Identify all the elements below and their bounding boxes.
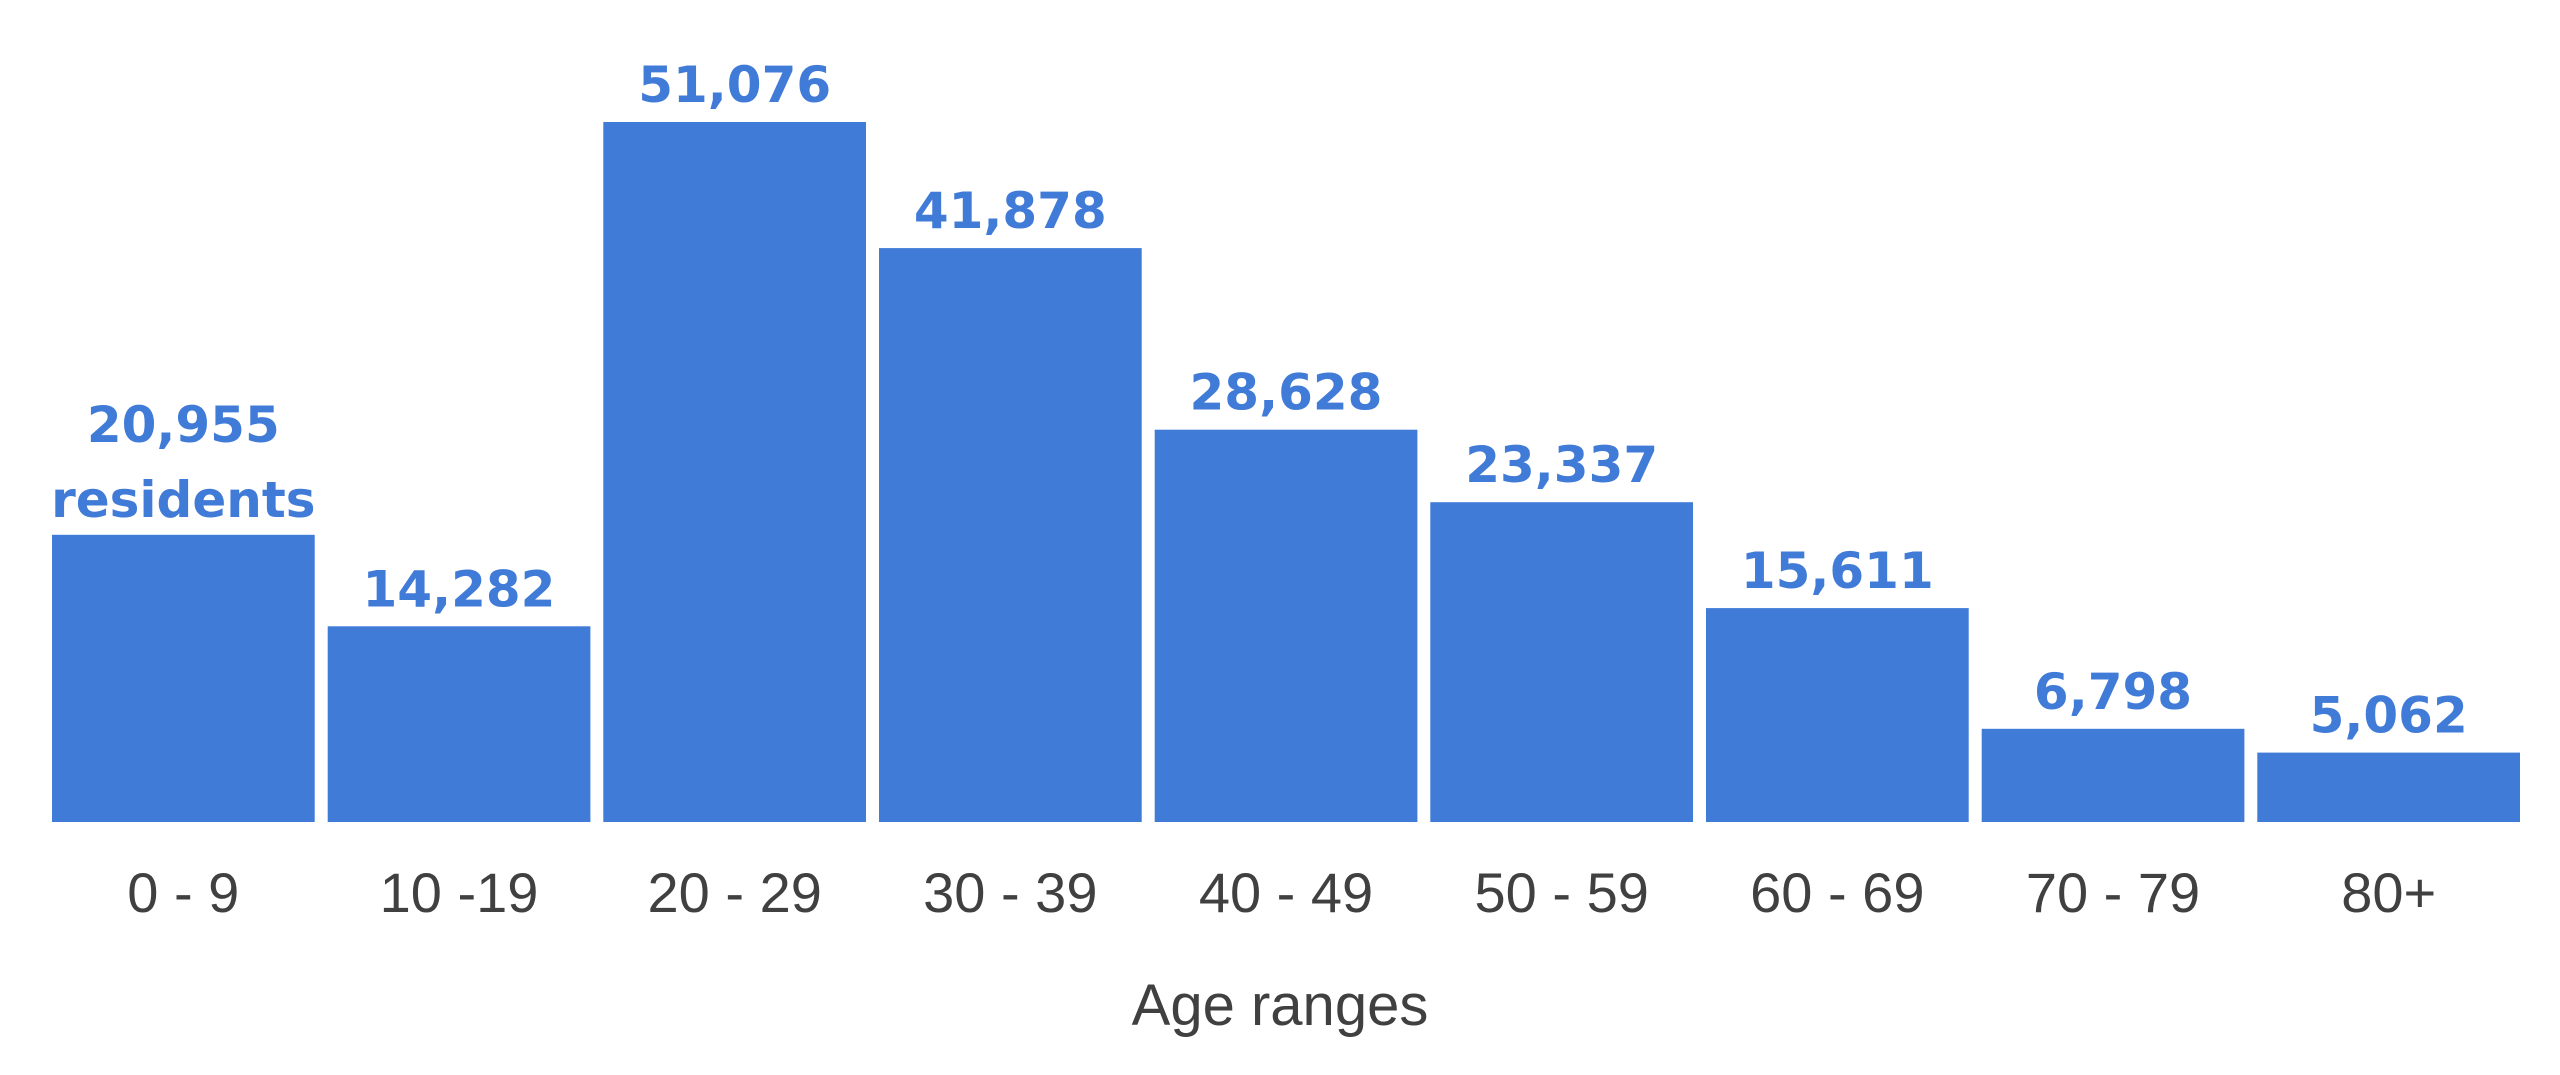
bar-8	[2257, 752, 2520, 822]
value-label-0: 20,955	[87, 396, 280, 454]
bar-4	[1154, 429, 1418, 822]
value-label-4: 28,628	[1190, 364, 1383, 422]
value-label-2: 51,076	[638, 56, 831, 114]
value-labels-group: 20,955 residents 14,282 51,076 41,878 28,628 2…	[51, 56, 2468, 745]
x-tick-label-3: 30 - 39	[923, 861, 1097, 924]
bar-2	[603, 122, 866, 822]
x-tick-label-5: 50 - 59	[1475, 861, 1649, 924]
x-tick-label-1: 10 -19	[380, 861, 539, 924]
x-tick-label-2: 20 - 29	[648, 861, 822, 924]
value-label-suffix: residents	[51, 471, 315, 529]
bar-6	[1706, 608, 1969, 822]
x-tick-labels-group: 0 - 9 10 -19 20 - 29 30 - 39 40 - 49 50 - 59 6…	[127, 861, 2436, 924]
value-label-3: 41,878	[914, 182, 1107, 240]
value-label-1: 14,282	[363, 560, 556, 618]
x-tick-label-4: 40 - 49	[1199, 861, 1373, 924]
value-label-6: 15,611	[1741, 542, 1934, 600]
bars-group	[52, 122, 2520, 823]
value-label-7: 6,798	[2034, 663, 2192, 721]
bar-1	[327, 626, 591, 822]
x-tick-label-6: 60 - 69	[1750, 861, 1924, 924]
value-label-5: 23,337	[1465, 436, 1658, 494]
x-tick-label-8: 80+	[2341, 861, 2436, 924]
x-tick-label-7: 70 - 79	[2026, 861, 2200, 924]
bar-7	[1981, 728, 2245, 822]
bar-3	[879, 248, 1142, 823]
value-label-8: 5,062	[2310, 687, 2468, 745]
bar-0	[52, 534, 315, 822]
bar-5	[1430, 502, 1693, 822]
x-tick-label-0: 0 - 9	[127, 861, 239, 924]
x-axis-title: Age ranges	[1132, 973, 1429, 1038]
